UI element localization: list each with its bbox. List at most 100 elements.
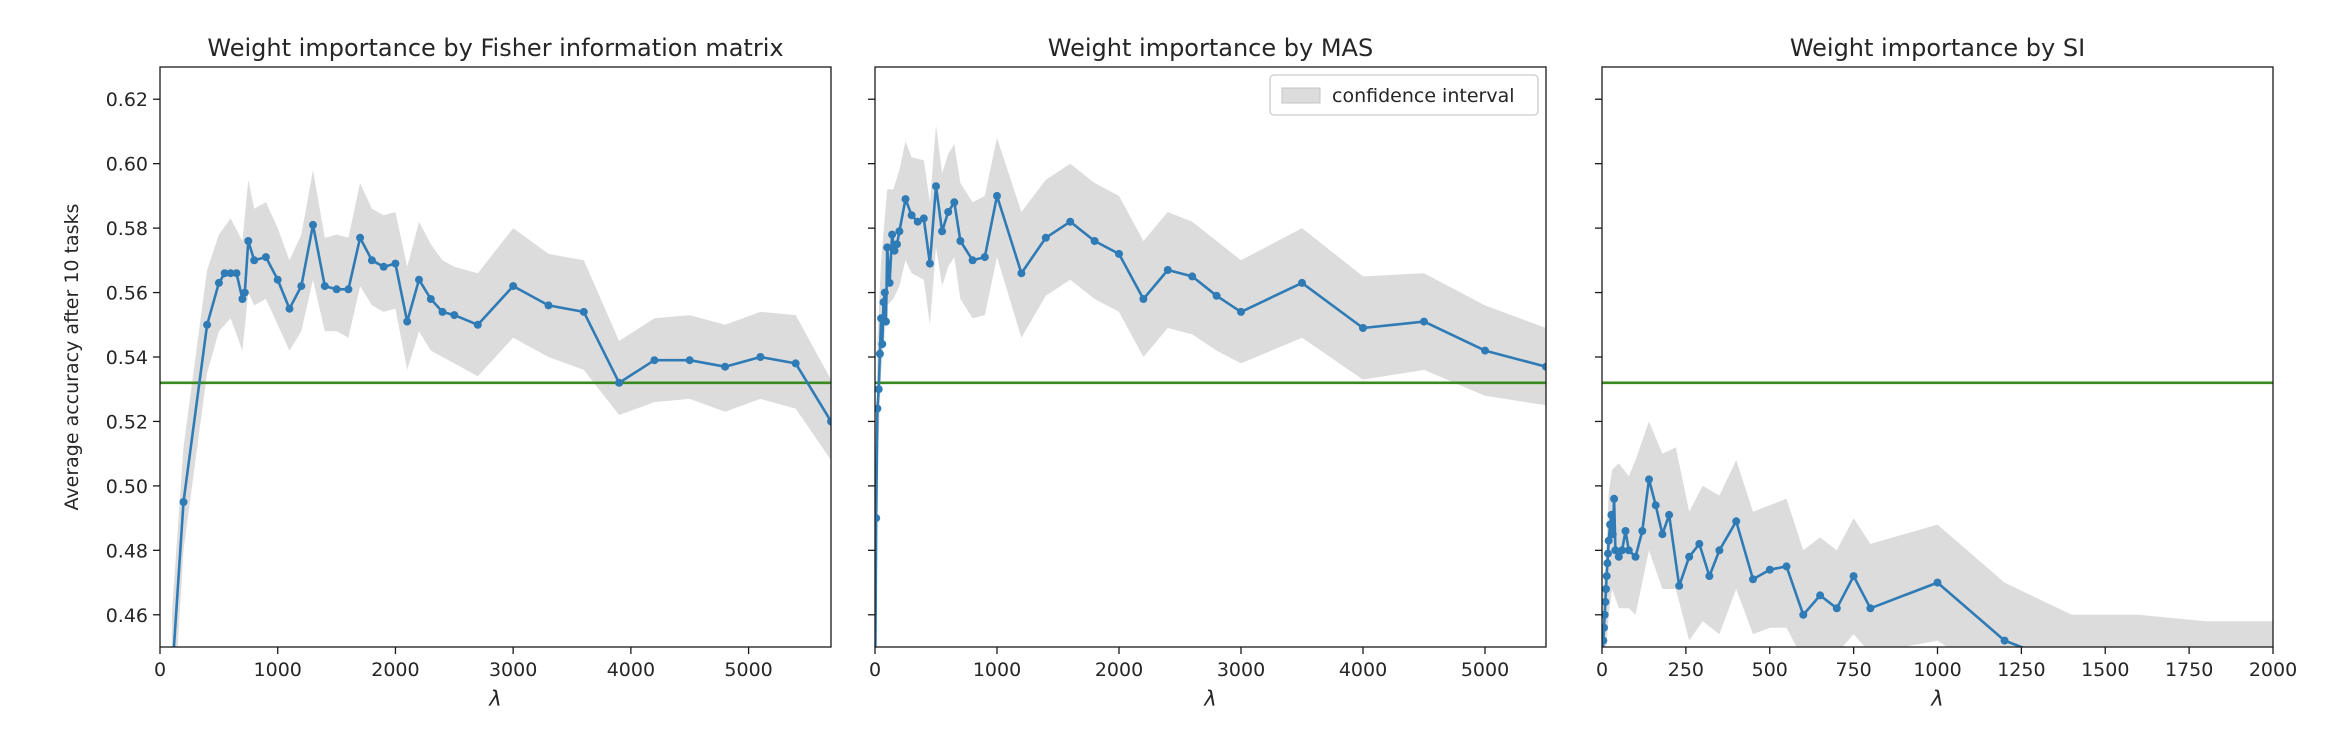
data-point: [1607, 510, 1616, 519]
data-point: [1542, 362, 1546, 371]
data-point: [890, 246, 899, 255]
data-point: [232, 269, 241, 278]
x-tick-label: 4000: [607, 659, 655, 681]
panel-title: Weight importance by MAS: [1048, 34, 1373, 62]
confidence-band: [875, 125, 1546, 647]
x-tick-label: 250: [1668, 659, 1704, 681]
x-tick-label: 1750: [2165, 659, 2213, 681]
data-point: [226, 269, 235, 278]
data-point: [238, 295, 247, 303]
data-point: [932, 182, 940, 191]
data-point: [993, 191, 1001, 200]
data-point: [1602, 572, 1611, 581]
confidence-band: [171, 170, 831, 647]
data-point: [938, 227, 947, 236]
data-point: [203, 320, 212, 329]
legend-frame: [1269, 74, 1539, 116]
data-point: [1090, 237, 1099, 245]
x-tick-label: 2000: [1095, 659, 1143, 681]
x-axis-label: λ: [1203, 687, 1216, 711]
data-point: [261, 253, 270, 262]
x-tick-label: 0: [1596, 659, 1608, 681]
data-point: [871, 707, 879, 715]
data-point: [1765, 565, 1774, 574]
data-point: [875, 349, 884, 358]
data-point: [1603, 559, 1612, 568]
y-tick-label: 0.46: [106, 605, 148, 627]
data-point: [901, 195, 910, 204]
data-point: [1237, 307, 1245, 316]
data-point: [2000, 636, 2009, 645]
data-point: [888, 230, 897, 239]
data-point: [1638, 527, 1647, 535]
data-point: [1675, 581, 1684, 590]
x-tick-label: 1000: [973, 659, 1021, 681]
data-point: [615, 378, 624, 387]
data-point: [1621, 527, 1630, 535]
data-point: [1658, 530, 1667, 539]
data-point: [1606, 520, 1615, 529]
data-point: [1715, 546, 1724, 555]
data-point: [1749, 575, 1757, 584]
data-point: [473, 320, 482, 329]
data-point: [1163, 266, 1172, 274]
data-point: [1017, 269, 1026, 278]
data-point: [367, 256, 376, 265]
x-axis-label: λ: [1930, 687, 1943, 711]
y-axis-label: Average accuracy after 10 tasks: [61, 204, 83, 511]
x-tick-label: 3000: [1217, 659, 1265, 681]
data-point: [791, 359, 800, 368]
data-point: [1732, 517, 1741, 526]
data-point: [880, 288, 889, 297]
data-point: [1420, 317, 1428, 326]
y-tick-label: 0.54: [106, 347, 148, 369]
data-point: [214, 278, 223, 287]
panel-title: Weight importance by SI: [1790, 34, 2085, 62]
x-tick-label: 0: [869, 659, 881, 681]
data-point: [244, 237, 253, 245]
data-point: [1645, 475, 1653, 484]
data-point: [1866, 604, 1875, 613]
x-tick-label: 750: [1835, 659, 1871, 681]
data-point: [885, 278, 894, 287]
plot-area: [1602, 381, 2273, 670]
data-point: [883, 243, 892, 252]
legend: confidence interval: [1269, 74, 1539, 116]
data-point: [1705, 572, 1714, 581]
plot-area: [871, 125, 1546, 715]
data-point: [650, 356, 659, 365]
data-point: [1066, 217, 1075, 226]
data-point: [285, 304, 294, 313]
data-point: [179, 498, 188, 506]
data-point: [1041, 233, 1050, 242]
data-point: [685, 356, 694, 365]
data-point: [2068, 662, 2076, 670]
panel-1: 0 1000 2000 3000 4000 5000 0.46 0.48 0.50 0.52 0.5…: [106, 34, 832, 711]
data-point: [220, 269, 229, 278]
data-point: [1685, 552, 1694, 561]
data-point: [1115, 249, 1123, 258]
data-point: [878, 340, 887, 349]
data-point: [415, 275, 423, 284]
data-point: [1832, 604, 1841, 613]
data-point: [332, 285, 341, 294]
x-tick-label: 2000: [2249, 659, 2297, 681]
legend-swatch: [1281, 87, 1321, 104]
data-point: [1602, 610, 1609, 619]
data-point: [1602, 597, 1610, 606]
legend-label: confidence interval: [1332, 85, 1515, 107]
data-point: [250, 256, 259, 265]
x-tick-label: 3000: [489, 659, 537, 681]
x-tick-label: 5000: [1461, 659, 1509, 681]
data-point: [379, 262, 388, 271]
data-point: [907, 211, 916, 220]
data-point: [1665, 510, 1674, 519]
data-point: [1298, 278, 1306, 287]
data-point: [450, 311, 459, 320]
data-point: [320, 282, 329, 291]
data-point: [1604, 549, 1612, 558]
data-point: [1610, 494, 1619, 503]
x-tick-label: 1500: [2081, 659, 2129, 681]
data-point: [344, 285, 353, 294]
